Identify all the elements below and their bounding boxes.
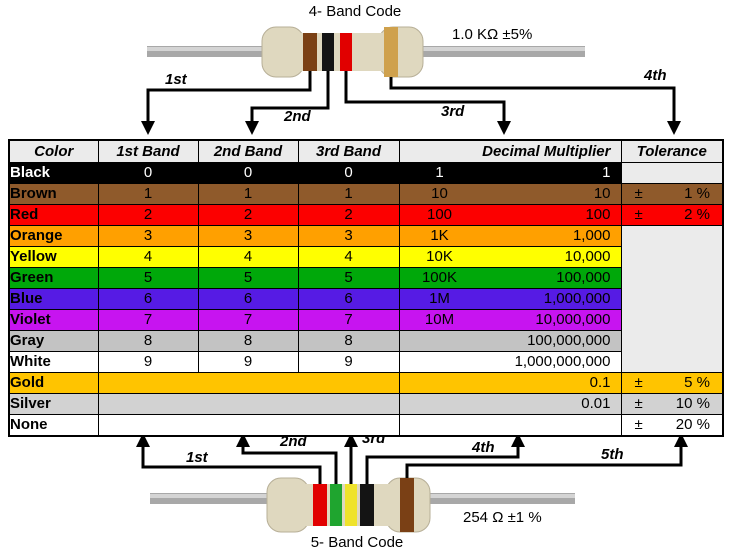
header-3rd-band: 3rd Band — [297, 139, 400, 163]
bottom-arrowheads — [136, 433, 688, 447]
tolerance-cell: ±20 % — [620, 414, 724, 437]
table-row-brown: Brown 1 1 1 10 10 ±1 % — [8, 183, 724, 205]
multiplier-cell: 1M 1,000,000 — [398, 288, 622, 310]
multiplier-cell: 1K 1,000 — [398, 225, 622, 247]
color-name: Violet — [8, 309, 99, 331]
top-arrow-label-4th: 4th — [644, 67, 667, 84]
merged-band-cell — [97, 372, 400, 394]
top-resistor-value: 1.0 KΩ ±5% — [452, 26, 533, 43]
band-black — [360, 484, 374, 526]
top-arrowheads — [141, 121, 681, 135]
top-arrow-label-2nd: 2nd — [284, 108, 311, 125]
color-code-table: Color 1st Band 2nd Band 3rd Band Decimal… — [8, 139, 724, 437]
arrow-top-2nd — [250, 71, 330, 122]
multiplier-cell: 10 10 — [398, 183, 622, 205]
color-name: Gray — [8, 330, 99, 352]
color-name: None — [8, 414, 99, 437]
color-name: Gold — [8, 372, 99, 394]
table-row-red: Red 2 2 2 100 100 ±2 % — [8, 204, 724, 226]
four-band-title: 4- Band Code — [308, 3, 402, 20]
band-black — [322, 33, 334, 71]
arrow-top-4th — [389, 77, 676, 122]
tolerance-cell: ±2 % — [620, 204, 724, 226]
top-arrows — [146, 71, 676, 122]
multiplier-cell: 10M 10,000,000 — [398, 309, 622, 331]
bottom-arrow-label-1st: 1st — [186, 449, 208, 466]
multiplier-cell: 0.1 — [398, 372, 622, 394]
band-brown — [400, 478, 414, 532]
tolerance-cell: ±10 % — [620, 393, 724, 415]
header-color: Color — [8, 139, 99, 163]
five-band-resistor — [150, 477, 575, 533]
multiplier-cell: 0.01 — [398, 393, 622, 415]
table-row-green: Green 5 5 5 100K 100,000 — [8, 267, 723, 289]
multiplier-cell: 10K 10,000 — [398, 246, 622, 268]
tolerance-cell-merged-empty — [620, 225, 724, 373]
multiplier-cell — [398, 414, 622, 437]
arrow-top-1st — [146, 71, 312, 122]
header-2nd-band: 2nd Band — [197, 139, 299, 163]
multiplier-cell: 100K 100,000 — [398, 267, 622, 289]
band-red — [340, 33, 352, 71]
table-row-none: None ±20 % — [8, 414, 724, 437]
header-tolerance: Tolerance — [620, 139, 724, 163]
color-name: Orange — [8, 225, 99, 247]
header-1st-band: 1st Band — [97, 139, 199, 163]
band-green — [330, 484, 342, 526]
multiplier-cell: 1,000,000,000 — [398, 351, 622, 373]
header-decimal-multiplier: Decimal Multiplier — [398, 139, 622, 163]
arrow-bottom-2nd — [241, 446, 338, 484]
merged-band-cell — [97, 414, 400, 437]
color-name: Yellow — [8, 246, 99, 268]
arrow-bottom-4th — [365, 446, 520, 484]
bottom-arrow-label-4th: 4th — [472, 439, 495, 456]
four-band-resistor — [147, 26, 585, 78]
color-name: Black — [8, 162, 99, 184]
table-row-orange: Orange 3 3 3 1K 1,000 — [8, 225, 724, 373]
arrow-bottom-1st — [141, 446, 322, 484]
top-arrow-label-3rd: 3rd — [441, 103, 465, 120]
band-gold — [384, 27, 398, 77]
table-row-gold: Gold 0.1 ±5 % — [8, 372, 724, 394]
band-brown — [303, 33, 317, 71]
table-row-yellow: Yellow 4 4 4 10K 10,000 — [8, 246, 723, 268]
multiplier-cell: 100 100 — [398, 204, 622, 226]
color-name: Brown — [8, 183, 99, 205]
bottom-arrows — [141, 446, 683, 484]
table-row-violet: Violet 7 7 7 10M 10,000,000 — [8, 309, 723, 331]
bottom-arrow-label-2nd: 2nd — [280, 433, 307, 450]
color-name: Red — [8, 204, 99, 226]
five-band-title: 5- Band Code — [310, 534, 404, 551]
table-row-gray: Gray 8 8 8 100,000,000 — [8, 330, 723, 352]
header-row: Color 1st Band 2nd Band 3rd Band Decimal… — [8, 139, 724, 163]
bottom-arrow-label-5th: 5th — [601, 446, 624, 463]
color-name: Green — [8, 267, 99, 289]
multiplier-cell: 100,000,000 — [398, 330, 622, 352]
tolerance-cell-empty — [620, 162, 724, 184]
merged-band-cell — [97, 393, 400, 415]
table-row-silver: Silver 0.01 ±10 % — [8, 393, 724, 415]
color-name: Blue — [8, 288, 99, 310]
top-arrow-label-1st: 1st — [165, 71, 187, 88]
tolerance-cell: ±1 % — [620, 183, 724, 205]
arrow-bottom-5th — [405, 446, 683, 478]
table-row-blue: Blue 6 6 6 1M 1,000,000 — [8, 288, 723, 310]
band-yellow — [345, 484, 357, 526]
table-row-white: White 9 9 9 1,000,000,000 — [8, 351, 723, 373]
tolerance-cell: ±5 % — [620, 372, 724, 394]
arrow-top-3rd — [344, 71, 506, 122]
bottom-resistor-value: 254 Ω ±1 % — [463, 509, 542, 526]
color-name: Silver — [8, 393, 99, 415]
band-red — [313, 484, 327, 526]
color-name: White — [8, 351, 99, 373]
